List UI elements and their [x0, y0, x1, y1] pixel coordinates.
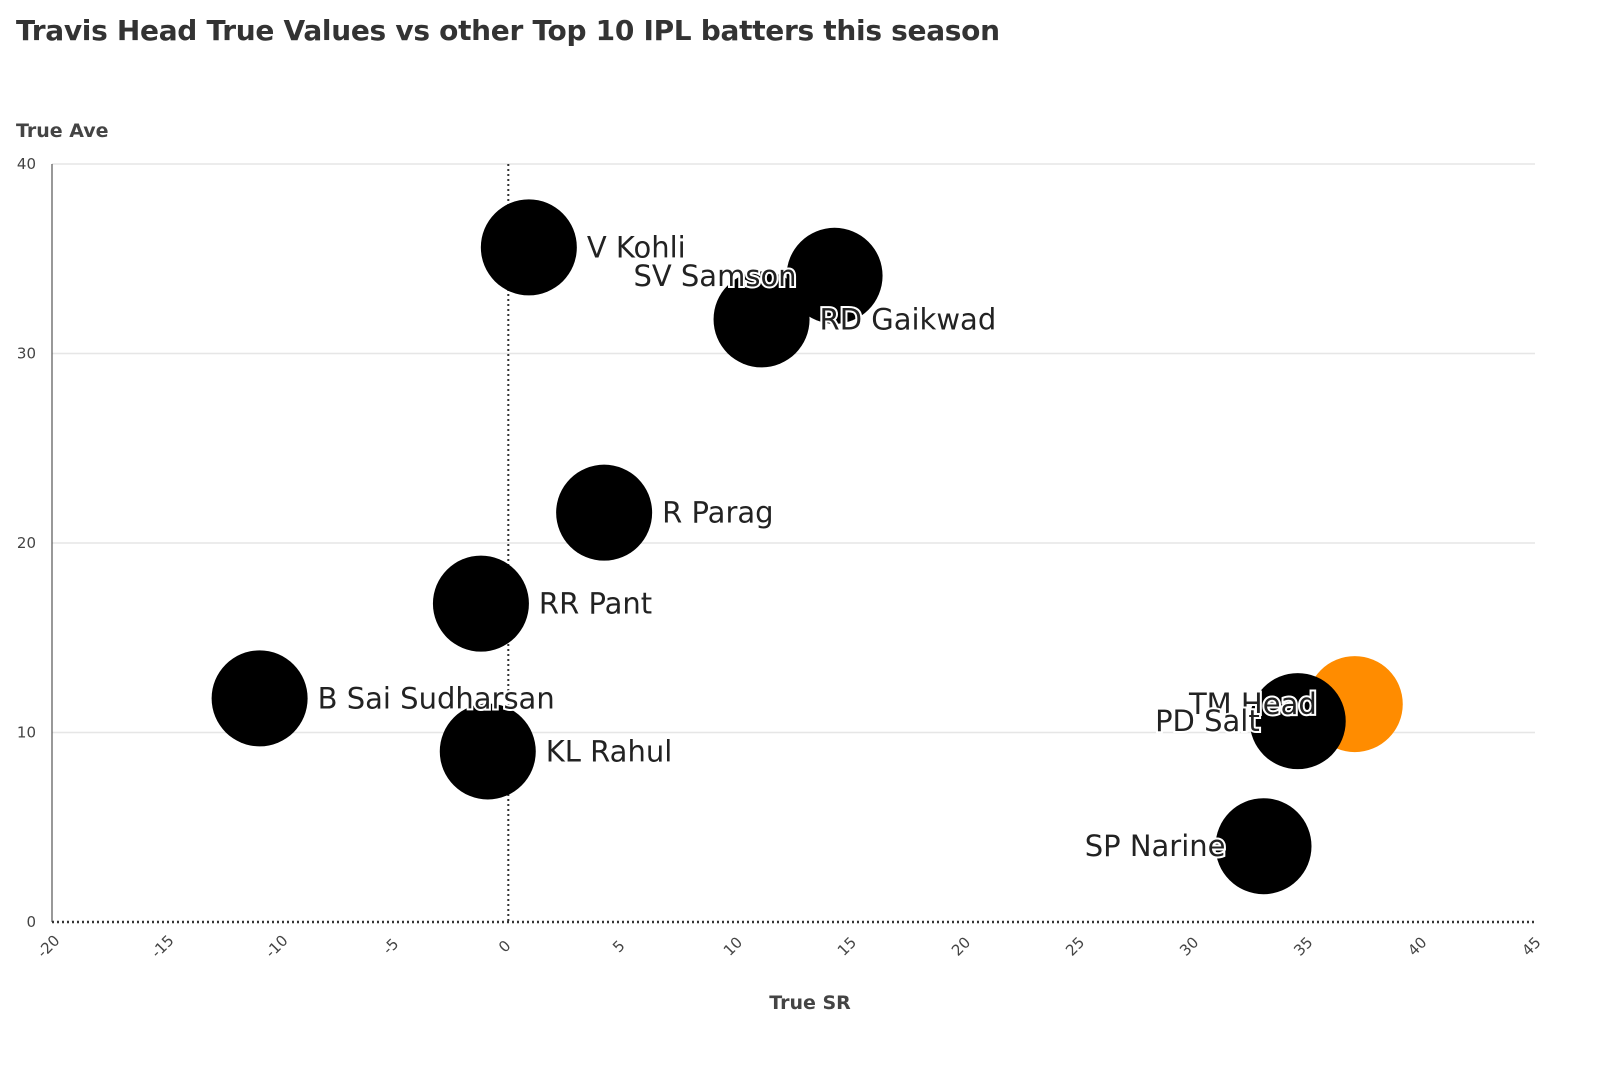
data-point [556, 464, 653, 561]
x-tick-label: 20 [948, 933, 974, 959]
grid-lines [52, 163, 1535, 734]
data-label: RD Gaikwad [820, 302, 997, 336]
data-point [480, 199, 577, 296]
x-tick-label: -20 [33, 931, 63, 961]
data-point [1249, 673, 1346, 770]
data-point [1215, 798, 1312, 895]
x-axis-label: True SR [769, 992, 851, 1014]
data-point [211, 650, 308, 747]
y-tick-label: 40 [17, 155, 36, 173]
data-label: PD Salt [1155, 704, 1260, 738]
x-tick-label: -15 [148, 931, 178, 961]
x-tick-label: 10 [720, 933, 746, 959]
y-tick-label: 0 [26, 913, 36, 931]
chart-title: Travis Head True Values vs other Top 10 … [16, 14, 1000, 47]
x-tick-label: -5 [379, 935, 402, 958]
data-points [211, 199, 1403, 895]
x-tick-label: 35 [1290, 933, 1316, 959]
data-label: KL Rahul [546, 734, 673, 768]
data-label: V Kohli [587, 230, 686, 264]
x-tick-label: 40 [1404, 933, 1430, 959]
x-tick-label: 30 [1176, 933, 1202, 959]
data-point [786, 227, 883, 324]
x-tick-label: 0 [495, 937, 514, 956]
y-tick-label: 20 [17, 534, 36, 552]
data-point [439, 703, 536, 800]
data-point [713, 271, 810, 368]
x-tick-label: 15 [834, 933, 860, 959]
data-label: R Parag [662, 496, 773, 530]
data-label: RR Pant [539, 587, 652, 621]
data-label: SV Samson [633, 259, 796, 293]
y-axis-label: True Ave [16, 120, 109, 142]
data-point [432, 555, 529, 652]
x-tick-label: 5 [609, 937, 628, 956]
y-tick-label: 30 [17, 345, 36, 363]
data-label: SP Narine [1085, 829, 1226, 863]
x-tick-label: 45 [1518, 933, 1544, 959]
x-tick-label: 25 [1062, 933, 1088, 959]
data-label: TM Head [1188, 687, 1317, 721]
data-label: B Sai Sudharsan [318, 681, 555, 715]
x-tick-label: -10 [262, 931, 292, 961]
y-tick-label: 10 [17, 724, 36, 742]
